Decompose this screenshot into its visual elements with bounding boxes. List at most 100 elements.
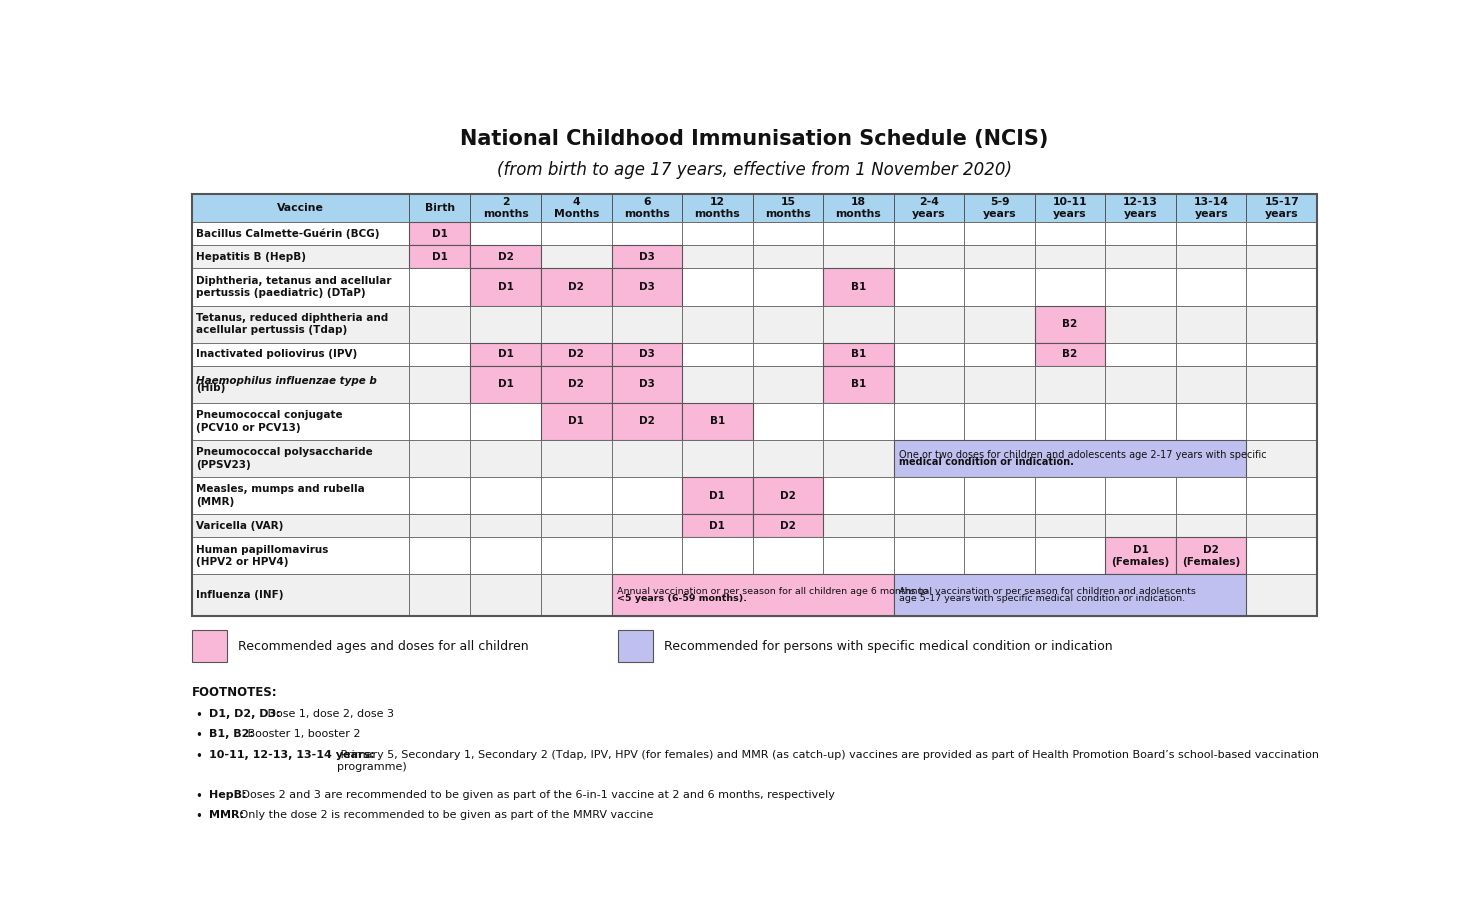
- Bar: [1247, 440, 1317, 477]
- Text: (Hib): (Hib): [196, 383, 225, 394]
- Bar: [1035, 403, 1105, 440]
- Bar: [1105, 268, 1176, 306]
- Bar: [409, 403, 471, 440]
- Text: Annual vaccination or per season for children and adolescents: Annual vaccination or per season for chi…: [899, 587, 1197, 596]
- Text: 13-14
years: 13-14 years: [1194, 197, 1229, 219]
- Text: D2: D2: [639, 416, 655, 426]
- Bar: [1247, 342, 1317, 366]
- Bar: [682, 574, 752, 616]
- Bar: [1176, 246, 1247, 268]
- Text: •: •: [196, 750, 203, 763]
- Text: D1: D1: [498, 350, 514, 359]
- Text: D2
(Females): D2 (Females): [1182, 545, 1241, 567]
- Bar: [542, 306, 611, 342]
- Text: 2-4
years: 2-4 years: [913, 197, 946, 219]
- Bar: [1105, 477, 1176, 514]
- Bar: [611, 342, 682, 366]
- Bar: [542, 246, 611, 268]
- Bar: [191, 268, 409, 306]
- Bar: [964, 246, 1035, 268]
- Bar: [1035, 306, 1105, 342]
- Text: •: •: [196, 790, 203, 803]
- Bar: [471, 403, 542, 440]
- Bar: [542, 268, 611, 306]
- Text: Primary 5, Secondary 1, Secondary 2 (Tdap, IPV, HPV (for females) and MMR (as ca: Primary 5, Secondary 1, Secondary 2 (Tda…: [337, 750, 1319, 771]
- Bar: [823, 342, 894, 366]
- Bar: [1247, 268, 1317, 306]
- Bar: [409, 477, 471, 514]
- Bar: [1105, 538, 1176, 574]
- Bar: [1247, 403, 1317, 440]
- Bar: [611, 477, 682, 514]
- Text: Vaccine: Vaccine: [277, 204, 324, 213]
- Bar: [1035, 440, 1105, 477]
- Bar: [191, 306, 409, 342]
- Bar: [752, 306, 823, 342]
- Bar: [1035, 538, 1105, 574]
- Bar: [1247, 538, 1317, 574]
- Bar: [471, 246, 542, 268]
- Bar: [409, 440, 471, 477]
- Text: •: •: [196, 811, 203, 824]
- Bar: [823, 366, 894, 403]
- Text: D2: D2: [498, 252, 514, 262]
- Text: Dose 1, dose 2, dose 3: Dose 1, dose 2, dose 3: [265, 708, 394, 719]
- Bar: [682, 440, 752, 477]
- Bar: [1105, 574, 1176, 616]
- Bar: [1035, 342, 1105, 366]
- Bar: [964, 342, 1035, 366]
- Text: medical condition or indication.: medical condition or indication.: [899, 457, 1075, 467]
- Bar: [542, 342, 611, 366]
- Bar: [471, 306, 542, 342]
- Bar: [471, 194, 542, 222]
- Bar: [894, 440, 1247, 477]
- Text: B1: B1: [851, 380, 866, 389]
- Bar: [611, 366, 682, 403]
- Bar: [471, 342, 542, 366]
- Bar: [682, 538, 752, 574]
- Bar: [894, 574, 1247, 616]
- Bar: [611, 574, 894, 616]
- Text: Recommended ages and doses for all children: Recommended ages and doses for all child…: [238, 640, 528, 653]
- Text: Influenza (INF): Influenza (INF): [196, 591, 284, 601]
- Bar: [682, 342, 752, 366]
- Bar: [894, 574, 964, 616]
- Bar: [682, 477, 752, 514]
- Bar: [752, 366, 823, 403]
- Bar: [611, 538, 682, 574]
- Text: National Childhood Immunisation Schedule (NCIS): National Childhood Immunisation Schedule…: [461, 129, 1048, 149]
- Bar: [1105, 222, 1176, 246]
- Bar: [823, 268, 894, 306]
- Bar: [542, 538, 611, 574]
- Text: Birth: Birth: [425, 204, 455, 213]
- Text: Recommended for persons with specific medical condition or indication: Recommended for persons with specific me…: [664, 640, 1113, 653]
- Bar: [894, 538, 964, 574]
- Bar: [471, 514, 542, 538]
- Bar: [471, 538, 542, 574]
- Text: D3: D3: [639, 282, 655, 292]
- Bar: [611, 246, 682, 268]
- Bar: [611, 222, 682, 246]
- Bar: [471, 366, 542, 403]
- Bar: [682, 306, 752, 342]
- Bar: [752, 342, 823, 366]
- Bar: [1105, 514, 1176, 538]
- Bar: [752, 514, 823, 538]
- Bar: [611, 366, 682, 403]
- Bar: [894, 477, 964, 514]
- Bar: [542, 403, 611, 440]
- Bar: [1176, 538, 1247, 574]
- Bar: [823, 268, 894, 306]
- Bar: [1176, 538, 1247, 574]
- Text: 18
months: 18 months: [836, 197, 882, 219]
- Bar: [1105, 246, 1176, 268]
- Bar: [894, 194, 964, 222]
- Bar: [1247, 574, 1317, 616]
- Bar: [191, 194, 1317, 616]
- Bar: [1247, 514, 1317, 538]
- Text: HepB:: HepB:: [209, 790, 246, 800]
- Text: D3: D3: [639, 380, 655, 389]
- Bar: [191, 222, 409, 246]
- Bar: [752, 440, 823, 477]
- Bar: [1176, 366, 1247, 403]
